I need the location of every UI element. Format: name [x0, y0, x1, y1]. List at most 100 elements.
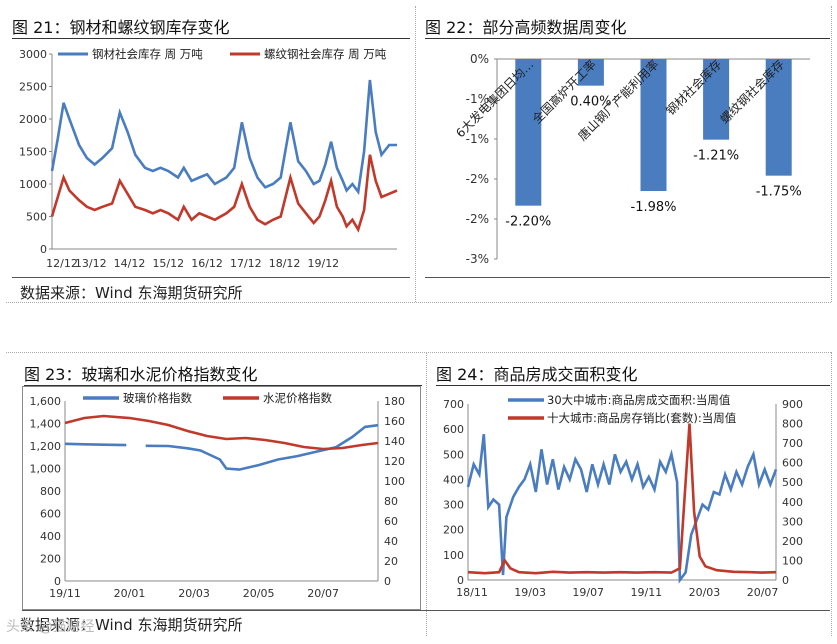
fig22-chart: 0% -1% -1% -2% -2% -3% -2.20% 6大发电集团日均… 0.40% 全国高…: [425, 40, 830, 276]
y-tick-label-right: 100: [384, 475, 405, 488]
y-tick-label-right: 0: [384, 575, 391, 588]
legend-label: 钢材社会库存 周 万吨: [92, 47, 203, 61]
y-tick-label: 1500: [19, 146, 47, 159]
bar: [577, 59, 604, 86]
x-tick-label: 12/12: [46, 257, 78, 270]
bar-value-label: -1.75%: [756, 185, 802, 200]
x-tick-label: 20/07: [747, 586, 779, 599]
grid-divider: [415, 6, 416, 302]
x-tick-label: 18/12: [269, 257, 301, 270]
series-line: [50, 154, 398, 233]
y-tick-label-right: 600: [782, 457, 803, 470]
y-tick-label-left: 0: [457, 574, 464, 587]
y-tick-label-left: 300: [443, 499, 464, 512]
x-tick-label: 20/07: [307, 587, 339, 600]
x-tick-label: 20/01: [114, 587, 146, 600]
fig21-chart: 0 500 1000 1500 2000 2500 3000 12/12 13/12 14/12 1…: [12, 40, 412, 276]
y-tick-label-right: 80: [384, 495, 398, 508]
x-tick-label: 13/12: [75, 257, 107, 270]
y-tick-label: 0%: [470, 52, 489, 66]
y-tick-label-right: 180: [384, 395, 405, 408]
bar-value-label: 0.40%: [570, 95, 611, 110]
y-tick-label-right: 160: [384, 415, 405, 428]
fig23-chart: 0 200 400 600 800 1,000 1,200 1,400 1,600 0 20 40 60…: [22, 386, 421, 610]
fig22-title: 图 22：部分高频数据周变化: [425, 18, 627, 37]
grid-divider: [6, 352, 831, 353]
x-tick-label: 19/11: [49, 587, 81, 600]
y-tick-label: -1%: [466, 92, 489, 106]
y-tick-label: -2%: [466, 172, 489, 186]
y-tick-label-left: 200: [443, 524, 464, 537]
fig24-title: 图 24：商品房成交面积变化: [436, 365, 638, 384]
x-tick-label: 20/03: [178, 587, 210, 600]
fig22-svg: 0%-1%-1%-2%-2%-3%-2.20%6大发电集团日均… 0.40%全国高…: [453, 52, 810, 266]
y-tick-label-left: 100: [443, 549, 464, 562]
fig23-title-rule: [24, 385, 422, 386]
fig23-title: 图 23：玻璃和水泥价格指数变化: [24, 365, 258, 384]
source-note-top: 数据来源：Wind 东海期货研究所: [20, 284, 243, 302]
bar: [703, 59, 730, 140]
y-tick-label-left: 1,400: [30, 418, 62, 431]
y-tick-label-right: 20: [384, 555, 398, 568]
y-tick-label-left: 600: [443, 423, 464, 436]
x-tick-label: 19/07: [572, 586, 604, 599]
fig24-svg: 0 100 200 300 400 500 600 700 0 100 200 300 400 500 60…: [443, 393, 803, 599]
y-tick-label: 0: [40, 243, 47, 256]
x-tick-label: 19/12: [307, 257, 339, 270]
bar-value-label: -1.98%: [631, 200, 677, 215]
y-tick-label: 3000: [19, 48, 47, 61]
fig24-title-rule: [436, 385, 830, 386]
y-tick-label-right: 800: [782, 418, 803, 431]
bar: [640, 59, 667, 191]
y-tick-label-left: 0: [54, 575, 61, 588]
series-line: [50, 79, 397, 196]
series-line: [466, 434, 778, 584]
y-tick-label-left: 700: [443, 398, 464, 411]
y-tick-label: 2500: [19, 81, 47, 94]
y-tick-label-right: 140: [384, 435, 405, 448]
legend-label: 十大城市:商品房存销比(套数):当周值: [547, 411, 737, 425]
legend-label: 螺纹钢社会库存 周 万吨: [264, 47, 387, 61]
grid-divider: [831, 352, 832, 636]
y-tick-label-right: 0: [782, 574, 789, 587]
fig23-svg: 0 200 400 600 800 1,000 1,200 1,400 1,600 0 20 40 60…: [30, 391, 406, 600]
y-tick-label-right: 400: [782, 496, 803, 509]
x-tick-label: 16/12: [191, 257, 223, 270]
y-tick-label: 500: [26, 211, 47, 224]
bar-value-label: -1.21%: [693, 149, 739, 164]
y-tick-label: 2000: [19, 113, 47, 126]
y-tick-label-left: 200: [40, 553, 61, 566]
source-rule-bottom: [22, 610, 830, 611]
bar: [515, 59, 542, 206]
y-tick-label-left: 800: [40, 485, 61, 498]
y-tick-label-left: 1,600: [30, 395, 62, 408]
x-tick-label: 20/03: [689, 586, 721, 599]
y-tick-label-right: 900: [782, 398, 803, 411]
grid-divider: [6, 302, 831, 303]
y-tick-label: -1%: [466, 132, 489, 146]
bar: [765, 59, 792, 176]
y-tick-label: -2%: [466, 212, 489, 226]
x-tick-label: 14/12: [114, 257, 146, 270]
y-tick-label-right: 500: [782, 476, 803, 489]
y-tick-label-left: 600: [40, 508, 61, 521]
grid-divider: [426, 352, 427, 636]
legend-label: 水泥价格指数: [263, 391, 332, 405]
x-tick-label: 17/12: [230, 257, 262, 270]
y-tick-label-left: 500: [443, 448, 464, 461]
series-line: [467, 423, 777, 575]
series-line: [64, 423, 379, 471]
x-tick-label: 18/11: [456, 586, 488, 599]
series-line: [64, 414, 379, 451]
y-tick-label-right: 300: [782, 515, 803, 528]
bar-value-label: -2.20%: [505, 215, 551, 230]
y-tick-label-right: 200: [782, 535, 803, 548]
y-tick-label-right: 100: [782, 554, 803, 567]
y-tick-label-right: 40: [384, 535, 398, 548]
x-tick-label: 15/12: [152, 257, 184, 270]
x-tick-label: 19/03: [514, 586, 546, 599]
fig24-chart: 0 100 200 300 400 500 600 700 0 100 200 300 400 500 60…: [436, 386, 830, 608]
y-tick-label-left: 1,000: [30, 463, 62, 476]
source-rule-top: [12, 277, 410, 278]
